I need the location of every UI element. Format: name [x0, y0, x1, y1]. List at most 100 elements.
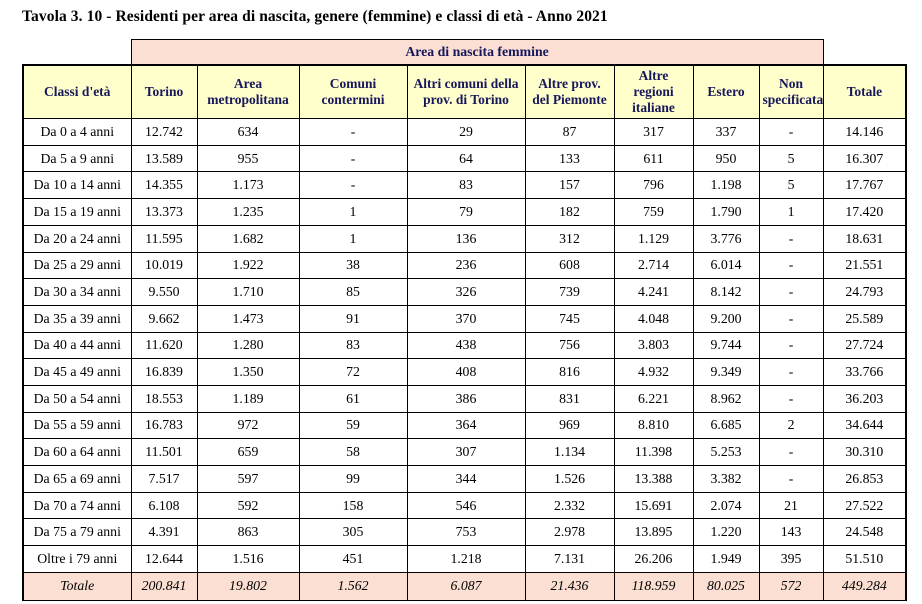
- table-cell: 157: [524, 171, 615, 200]
- table-cell: 1.473: [196, 304, 300, 333]
- table-cell: 8.810: [613, 411, 694, 440]
- table-cell: 12.644: [130, 545, 198, 573]
- table-cell: 58: [298, 438, 408, 466]
- table-cell: 1.710: [196, 278, 300, 306]
- table-cell: 79: [406, 198, 526, 226]
- total-cell: 21.436: [524, 571, 615, 601]
- table-cell: 1: [758, 198, 824, 226]
- table-cell: 597: [196, 465, 300, 493]
- table-cell: -: [758, 465, 824, 493]
- row-label: Da 75 a 79 anni: [22, 518, 132, 547]
- table-cell: 831: [524, 384, 615, 413]
- table-cell: -: [758, 224, 824, 253]
- table-cell: 972: [196, 411, 300, 440]
- table-cell: 1: [298, 224, 408, 253]
- table-cell: 756: [524, 331, 615, 360]
- table-cell: 11.398: [613, 438, 694, 466]
- table-cell: 10.019: [130, 251, 198, 280]
- table-cell: 6.108: [130, 491, 198, 520]
- total-cell: 19.802: [196, 571, 300, 601]
- row-label: Da 45 a 49 anni: [22, 358, 132, 386]
- table-cell: 12.742: [130, 118, 198, 146]
- row-label: Da 65 a 69 anni: [22, 465, 132, 493]
- table-cell: 4.391: [130, 518, 198, 547]
- table-cell: 395: [758, 545, 824, 573]
- row-label: Da 70 a 74 anni: [22, 491, 132, 520]
- row-label: Da 15 a 19 anni: [22, 198, 132, 226]
- table-cell: 1: [298, 198, 408, 226]
- table-cell: -: [758, 384, 824, 413]
- table-cell: 969: [524, 411, 615, 440]
- column-header-6: Altre regioni italiane: [613, 63, 694, 120]
- table-cell: 59: [298, 411, 408, 440]
- row-label: Da 55 a 59 anni: [22, 411, 132, 440]
- table-cell: 4.932: [613, 358, 694, 386]
- table-cell: 745: [524, 304, 615, 333]
- row-label: Da 60 a 64 anni: [22, 438, 132, 466]
- table-cell: 317: [613, 118, 694, 146]
- table-row-8: Da 40 a 44 anni 11.620 1.280 83 438 756 3.803 9…: [22, 331, 908, 360]
- table-cell: 72: [298, 358, 408, 386]
- table-cell: 91: [298, 304, 408, 333]
- column-header-3: Comuni contermini: [298, 63, 408, 120]
- table-cell: 85: [298, 278, 408, 306]
- table-cell: 5.253: [692, 438, 760, 466]
- table-cell: -: [758, 304, 824, 333]
- table-row-12: Da 60 a 64 anni 11.501 659 58 307 1.134 11.398…: [22, 438, 908, 466]
- table-cell: 1.220: [692, 518, 760, 547]
- table-cell: 236: [406, 251, 526, 280]
- table-cell: 659: [196, 438, 300, 466]
- table-cell: 7.517: [130, 465, 198, 493]
- table-cell: -: [758, 358, 824, 386]
- table-cell: 1.922: [196, 251, 300, 280]
- table-cell: 634: [196, 118, 300, 146]
- table-cell: 759: [613, 198, 694, 226]
- table-cell: 9.349: [692, 358, 760, 386]
- table-cell: 451: [298, 545, 408, 573]
- table-cell: 955: [196, 144, 300, 173]
- spacer-cell-right: [823, 40, 906, 65]
- table-cell: 1.218: [406, 545, 526, 573]
- column-header-row: Classi d'età Torino Area metropolitana Comu…: [22, 63, 908, 120]
- table-cell: 611: [613, 144, 694, 173]
- table-cell: 3.803: [613, 331, 694, 360]
- table-cell: 2.978: [524, 518, 615, 547]
- table-cell: 337: [692, 118, 760, 146]
- table-cell: 2: [758, 411, 824, 440]
- row-label: Oltre i 79 anni: [22, 545, 132, 573]
- table-row-4: Da 20 a 24 anni 11.595 1.682 1 136 312 1.129 3.…: [22, 224, 908, 253]
- table-cell: 27.522: [822, 491, 908, 520]
- table-cell: 364: [406, 411, 526, 440]
- table-cell: 408: [406, 358, 526, 386]
- table-cell: 51.510: [822, 545, 908, 573]
- table-row-3: Da 15 a 19 anni 13.373 1.235 1 79 182 759 1.790…: [22, 198, 908, 226]
- table-cell: 158: [298, 491, 408, 520]
- group-header-row: Area di nascita femmine: [23, 39, 906, 65]
- table-cell: -: [298, 118, 408, 146]
- table-cell: 796: [613, 171, 694, 200]
- table-cell: 16.783: [130, 411, 198, 440]
- total-cell: 572: [758, 571, 824, 601]
- table-cell: 950: [692, 144, 760, 173]
- table-cell: -: [758, 331, 824, 360]
- table-cell: 38: [298, 251, 408, 280]
- table-cell: 16.307: [822, 144, 908, 173]
- table-cell: 438: [406, 331, 526, 360]
- table-cell: 8.142: [692, 278, 760, 306]
- table-cell: 1.280: [196, 331, 300, 360]
- table-cell: 1.173: [196, 171, 300, 200]
- table-cell: -: [758, 278, 824, 306]
- table-cell: 21.551: [822, 251, 908, 280]
- table-cell: 17.767: [822, 171, 908, 200]
- table-cell: 1.790: [692, 198, 760, 226]
- table-cell: 136: [406, 224, 526, 253]
- row-label: Da 25 a 29 anni: [22, 251, 132, 280]
- table-cell: 182: [524, 198, 615, 226]
- table-cell: 2.332: [524, 491, 615, 520]
- total-cell: 6.087: [406, 571, 526, 601]
- total-row: Totale 200.841 19.802 1.562 6.087 21.436 118.9…: [22, 571, 908, 601]
- table-cell: 99: [298, 465, 408, 493]
- table-body: Da 0 a 4 anni 12.742 634-29 87 317 337-14.146…: [22, 118, 908, 573]
- column-header-9: Totale: [822, 63, 908, 120]
